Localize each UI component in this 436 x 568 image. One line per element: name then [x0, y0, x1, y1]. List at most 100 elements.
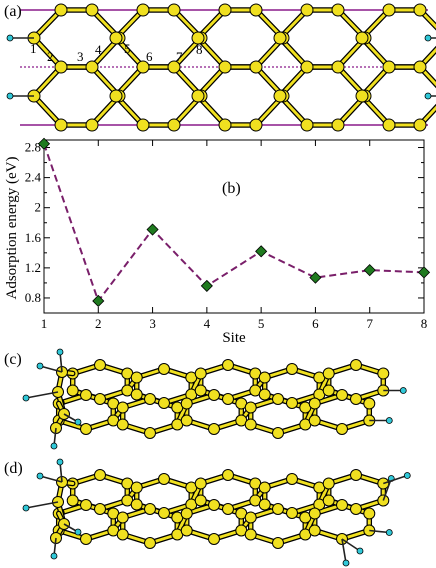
carbon-atom — [116, 511, 129, 524]
carbon-atom — [80, 423, 92, 435]
site-label-5: 5 — [124, 41, 131, 56]
site-label-7: 7 — [176, 49, 183, 64]
carbon-atom — [322, 477, 335, 490]
carbon-atom — [258, 371, 271, 384]
carbon-atom — [208, 499, 220, 511]
carbon-atom — [218, 118, 232, 132]
hydrogen-atom — [36, 362, 44, 370]
carbon-atom — [249, 118, 263, 132]
y-tick-label: 1.2 — [25, 260, 41, 275]
site-label-1: 1 — [30, 41, 37, 56]
carbon-bond — [32, 36, 63, 69]
carbon-atom — [116, 401, 129, 414]
carbon-atom — [85, 118, 99, 132]
plot-frame — [43, 139, 425, 314]
carbon-atom — [308, 507, 321, 520]
site-label-8: 8 — [196, 42, 203, 57]
carbon-atom — [331, 118, 345, 132]
hydrogen-atom — [22, 504, 30, 512]
carbon-atom — [258, 481, 271, 494]
panel-c-label: (c) — [4, 351, 22, 368]
carbon-atom — [66, 384, 79, 397]
carbon-bond — [32, 94, 63, 127]
carbon-atom — [144, 427, 156, 439]
ch-bond — [39, 475, 63, 483]
carbon-atom — [413, 3, 427, 17]
carbon-atom — [208, 423, 220, 435]
carbon-atom — [130, 388, 143, 401]
carbon-atom — [136, 60, 150, 74]
data-point-marker — [200, 279, 213, 292]
hydrogen-atom — [6, 34, 14, 42]
hydrogen-atom — [74, 418, 82, 426]
carbon-atom — [308, 397, 321, 410]
carbon-atom — [322, 384, 335, 397]
hydrogen-atom — [424, 92, 432, 100]
carbon-atom — [272, 393, 284, 405]
carbon-atom — [144, 393, 156, 405]
panel-d-label: (d) — [4, 460, 23, 477]
carbon-atom — [272, 427, 284, 439]
carbon-atom — [308, 524, 321, 537]
carbon-lattice-d — [22, 458, 411, 567]
carbon-atom — [158, 473, 170, 485]
carbon-atom — [286, 473, 298, 485]
carbon-atom — [350, 503, 362, 515]
carbon-atom — [94, 359, 106, 371]
site-label-3: 3 — [77, 49, 84, 64]
carbon-atom — [286, 507, 298, 519]
carbon-atom — [194, 384, 207, 397]
carbon-atom — [336, 389, 348, 401]
carbon-atom — [167, 60, 181, 74]
site-label-6: 6 — [146, 49, 153, 64]
data-point-marker — [363, 264, 376, 277]
ch-bond — [341, 538, 347, 564]
ch-bond — [383, 474, 408, 485]
x-tick-label: 8 — [421, 316, 428, 331]
carbon-atom — [130, 371, 143, 384]
carbon-atom — [413, 60, 427, 74]
carbon-atom — [273, 31, 287, 45]
panel-c-ribbon-side-view: (c) — [4, 348, 407, 450]
carbon-atom — [350, 393, 362, 405]
y-tick-label: 2 — [35, 200, 42, 215]
carbon-atom — [80, 389, 92, 401]
carbon-atom — [191, 31, 205, 45]
panel-a-label: (a) — [4, 3, 22, 20]
carbon-atom — [80, 533, 92, 545]
site-label-4: 4 — [95, 42, 102, 57]
carbon-atom — [167, 118, 181, 132]
hydrogen-atom — [56, 348, 64, 356]
carbon-atom — [180, 414, 193, 427]
carbon-atom — [322, 494, 335, 507]
carbon-atom — [222, 469, 234, 481]
carbon-atom — [194, 477, 207, 490]
carbon-atom — [249, 3, 263, 17]
carbon-atom — [272, 503, 284, 515]
y-tick-label: 2.8 — [25, 140, 41, 155]
carbon-atom — [382, 3, 396, 17]
carbon-atom — [158, 397, 170, 409]
carbon-atom — [54, 3, 68, 17]
carbon-atom — [130, 481, 143, 494]
carbon-atom — [336, 499, 348, 511]
x-tick-label: 4 — [204, 316, 211, 331]
hydrogen-atom — [403, 472, 411, 479]
carbon-atom — [54, 60, 68, 74]
carbon-atom — [180, 507, 193, 520]
carbon-atom — [208, 389, 220, 401]
carbon-atom — [350, 469, 362, 481]
carbon-atom — [286, 363, 298, 375]
carbon-atom — [144, 537, 156, 549]
carbon-atom — [322, 367, 335, 380]
y-tick-label: 1.6 — [25, 230, 42, 245]
hydrogen-atom — [385, 417, 393, 424]
carbon-atom — [130, 498, 143, 511]
carbon-atom — [54, 118, 68, 132]
carbon-atom — [300, 118, 314, 132]
carbon-atom — [167, 3, 181, 17]
ch-bond — [25, 391, 59, 399]
x-tick-label: 5 — [258, 316, 265, 331]
carbon-lattice-c — [22, 348, 407, 450]
data-point-marker — [92, 294, 105, 308]
